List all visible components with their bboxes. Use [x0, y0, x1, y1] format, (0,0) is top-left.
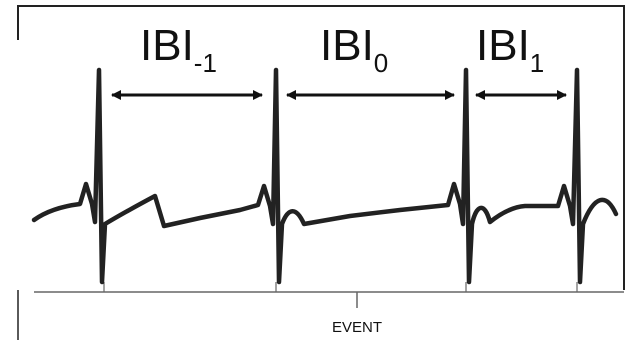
interval-label-ibi-1: IBI1 [476, 21, 544, 78]
ecg-trace [31, 67, 619, 285]
interval-label-ibi-minus1: IBI-1 [140, 21, 217, 78]
event-label: EVENT [332, 319, 382, 336]
figure-frame [17, 5, 625, 290]
interval-label-ibi-0: IBI0 [320, 21, 388, 78]
